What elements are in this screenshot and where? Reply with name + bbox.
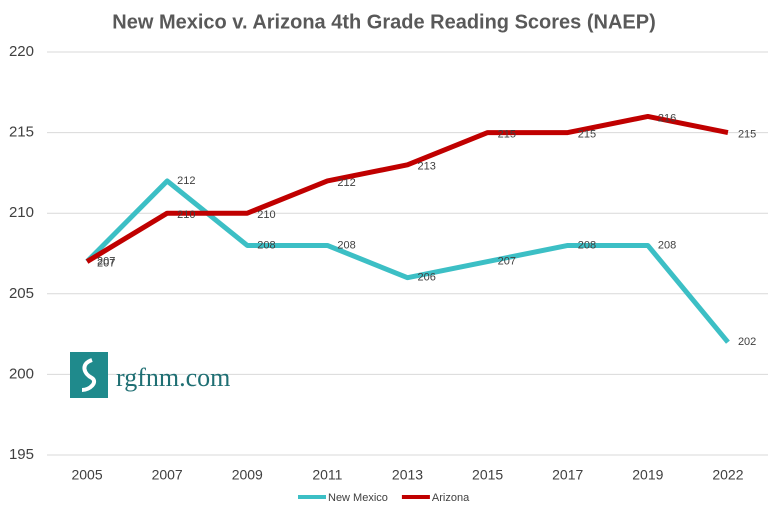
data-label: 210 <box>257 209 275 221</box>
data-label: 210 <box>177 209 195 221</box>
data-label: 216 <box>658 112 676 124</box>
data-label: 215 <box>498 129 516 141</box>
data-label: 202 <box>738 336 756 348</box>
legend-label: New Mexico <box>328 492 388 504</box>
series-line <box>85 178 730 344</box>
x-tick-label: 2019 <box>632 467 663 483</box>
y-tick-label: 195 <box>9 446 34 463</box>
data-label: 208 <box>257 239 275 251</box>
y-tick-label: 210 <box>9 204 34 221</box>
data-label: 208 <box>658 239 676 251</box>
x-tick-label: 2015 <box>472 467 503 483</box>
x-tick-label: 2005 <box>71 467 102 483</box>
data-label: 212 <box>177 175 195 187</box>
data-label: 207 <box>97 257 115 269</box>
data-label: 215 <box>738 129 756 141</box>
chart-title: New Mexico v. Arizona 4th Grade Reading … <box>112 11 655 33</box>
y-tick-label: 205 <box>9 285 34 302</box>
data-label: 215 <box>578 129 596 141</box>
data-label: 213 <box>418 161 436 173</box>
data-label: 206 <box>418 272 436 284</box>
series-line <box>85 113 729 264</box>
y-tick-label: 220 <box>9 43 34 60</box>
y-tick-label: 215 <box>9 124 34 141</box>
y-tick-label: 200 <box>9 365 34 382</box>
data-label: 212 <box>337 177 355 189</box>
logo-river <box>81 358 97 392</box>
x-tick-label: 2009 <box>232 467 263 483</box>
x-tick-label: 2007 <box>152 467 183 483</box>
x-tick-label: 2011 <box>312 467 342 483</box>
x-tick-label: 2022 <box>712 467 743 483</box>
legend-label: Arizona <box>432 492 470 504</box>
data-label: 208 <box>337 239 355 251</box>
data-label: 208 <box>578 239 596 251</box>
watermark-text: rgfnm.com <box>116 363 230 392</box>
data-label: 207 <box>97 255 115 267</box>
x-tick-label: 2017 <box>552 467 583 483</box>
watermark-logo: rgfnm.com <box>70 352 230 398</box>
data-label: 207 <box>498 255 516 267</box>
x-tick-label: 2013 <box>392 467 423 483</box>
